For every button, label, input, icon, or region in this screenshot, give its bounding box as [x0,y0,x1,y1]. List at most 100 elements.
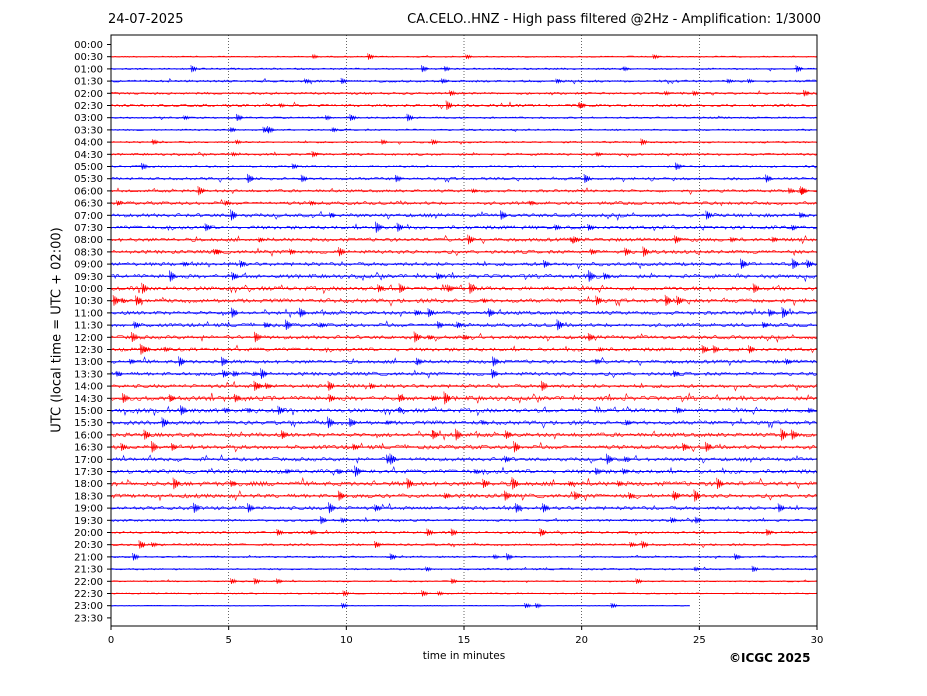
trace-noise [110,392,817,404]
y-tick-label: 15:30 [74,418,103,429]
trace-burst [386,454,394,464]
trace-burst [674,162,682,170]
trace-burst [285,319,293,331]
trace-noise [110,566,817,571]
trace-burst [394,174,402,183]
trace-noise [110,210,817,221]
trace-burst [504,455,512,463]
trace-burst [540,380,548,391]
trace-burst [587,223,595,231]
trace-burst [449,90,457,97]
trace-burst [529,200,536,206]
trace-noise [110,344,817,354]
trace-burst [389,553,397,561]
trace-burst [163,346,171,353]
trace-burst [791,429,799,440]
trace-burst [751,565,759,573]
trace-burst [324,115,332,121]
trace-burst [556,319,564,331]
trace-burst [169,270,177,282]
trace-burst [235,113,243,122]
trace-burst [511,477,519,490]
y-tick-label: 07:30 [74,223,103,234]
trace-burst [224,200,232,206]
trace-noise [110,284,817,295]
trace-burst [151,139,159,145]
y-tick-label: 18:30 [74,491,103,502]
trace-burst [513,441,521,453]
y-tick-label: 15:00 [74,406,103,417]
y-tick-label: 11:30 [74,321,103,332]
y-tick-label: 22:30 [74,589,103,600]
trace-burst [397,407,405,414]
trace-burst [606,453,614,465]
trace-burst [389,453,397,465]
trace-burst [398,394,406,402]
trace-noise [110,77,817,85]
trace-burst [625,419,633,426]
trace-burst [693,566,701,572]
trace-burst [396,222,404,232]
trace-burst [436,321,444,329]
trace-burst [622,468,630,475]
y-tick-label: 01:00 [74,64,103,75]
y-tick-label: 08:00 [74,235,103,246]
trace-burst [664,90,672,96]
trace-burst [771,236,779,243]
y-tick-label: 20:00 [74,528,103,539]
trace-noise [110,429,817,441]
trace-burst [224,407,232,414]
trace-noise [110,476,817,490]
trace-burst [277,405,285,415]
trace-burst [441,78,449,84]
trace-burst [467,234,475,245]
chart-title: CA.CELO..HNZ - High pass filtered @2Hz -… [407,12,821,27]
y-tick-label: 11:00 [74,308,103,319]
trace-noise [110,260,817,270]
trace-burst [413,331,421,343]
trace-burst [610,602,618,609]
trace-burst [425,566,433,572]
trace-burst [431,395,439,401]
trace-burst [748,345,756,354]
trace-burst [587,332,595,342]
trace-burst [712,345,720,354]
y-tick-label: 01:30 [74,77,103,88]
y-tick-label: 22:00 [74,577,103,588]
trace-noise [110,151,817,158]
y-tick-label: 23:00 [74,601,103,612]
trace-burst [806,259,814,269]
trace-burst [791,224,799,231]
trace-burst [506,553,514,561]
trace-burst [311,53,319,60]
trace-burst [676,295,684,306]
trace-burst [135,295,143,306]
y-tick-label: 10:00 [74,284,103,295]
trace-burst [197,186,205,196]
trace-burst [168,394,176,402]
trace-burst [437,590,445,597]
trace-noise [110,320,817,328]
y-tick-label: 06:30 [74,199,103,210]
y-tick-label: 09:00 [74,260,103,271]
trace-noise [110,128,817,132]
trace-burst [436,272,444,280]
trace-burst [705,210,713,220]
trace-burst [777,503,785,513]
trace-burst [215,249,223,255]
trace-burst [473,469,481,475]
trace-noise [110,295,817,307]
trace-noise [110,454,817,464]
trace-noise [110,271,817,283]
trace-burst [311,151,319,158]
trace-burst [406,113,414,122]
trace-burst [143,429,151,440]
trace-burst [374,504,382,512]
trace-burst [579,102,587,109]
trace-burst [443,66,451,72]
trace-noise [110,356,817,367]
trace-burst [284,468,292,475]
trace-burst [456,321,464,329]
trace-burst [492,356,500,367]
trace-burst [300,174,308,183]
